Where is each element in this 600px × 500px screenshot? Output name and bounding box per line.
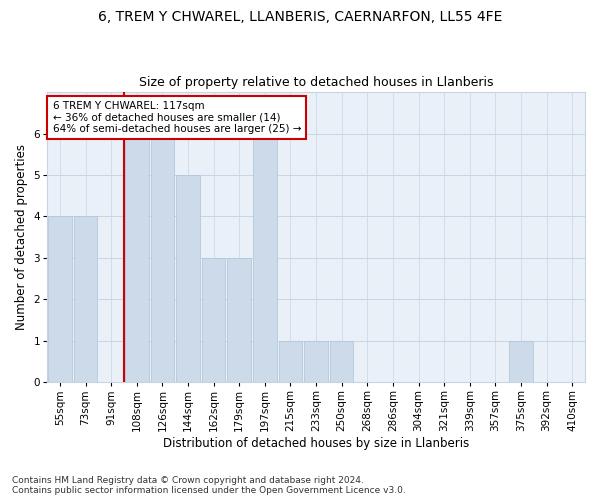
Bar [202,258,226,382]
Bar [176,175,200,382]
Bar [330,341,353,382]
X-axis label: Distribution of detached houses by size in Llanberis: Distribution of detached houses by size … [163,437,469,450]
Y-axis label: Number of detached properties: Number of detached properties [15,144,28,330]
Bar [278,341,302,382]
Title: Size of property relative to detached houses in Llanberis: Size of property relative to detached ho… [139,76,493,90]
Bar [48,216,72,382]
Text: Contains HM Land Registry data © Crown copyright and database right 2024.
Contai: Contains HM Land Registry data © Crown c… [12,476,406,495]
Bar [304,341,328,382]
Text: 6 TREM Y CHWAREL: 117sqm
← 36% of detached houses are smaller (14)
64% of semi-d: 6 TREM Y CHWAREL: 117sqm ← 36% of detach… [53,101,301,134]
Bar [151,134,174,382]
Bar [227,258,251,382]
Bar [253,134,277,382]
Text: 6, TREM Y CHWAREL, LLANBERIS, CAERNARFON, LL55 4FE: 6, TREM Y CHWAREL, LLANBERIS, CAERNARFON… [98,10,502,24]
Bar [74,216,97,382]
Bar [125,134,149,382]
Bar [509,341,533,382]
